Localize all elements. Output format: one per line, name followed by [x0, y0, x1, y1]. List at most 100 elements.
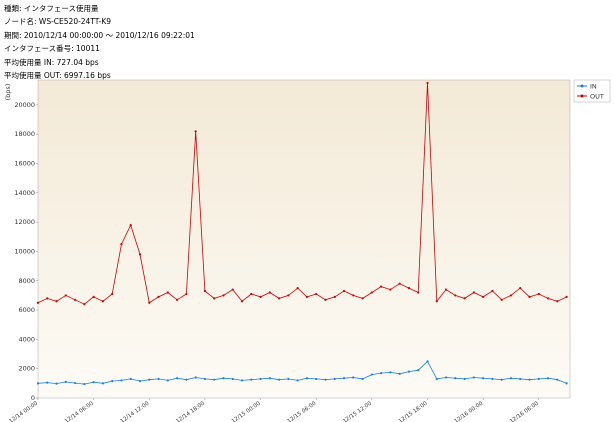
- legend-marker: [580, 84, 584, 88]
- y-axis-label: (bps): [4, 84, 12, 101]
- data-point: [157, 377, 160, 381]
- data-point: [148, 301, 151, 304]
- data-point: [231, 288, 234, 291]
- data-point: [213, 297, 216, 300]
- data-point: [46, 297, 49, 300]
- data-point: [92, 381, 95, 384]
- data-point: [500, 298, 503, 301]
- data-point: [259, 377, 262, 381]
- data-point: [101, 300, 105, 303]
- y-tick-label: 18000: [14, 130, 35, 138]
- data-point: [398, 372, 401, 375]
- x-tick-label: 12/16 06:00: [509, 400, 540, 422]
- data-point: [407, 370, 411, 373]
- data-point: [101, 382, 105, 385]
- data-point: [417, 369, 420, 372]
- data-point: [342, 289, 346, 293]
- data-point: [361, 297, 364, 300]
- data-point: [55, 300, 58, 303]
- y-tick-label: 8000: [18, 277, 35, 285]
- plot-area: [37, 79, 571, 399]
- data-point: [138, 253, 142, 256]
- data-point: [259, 295, 262, 298]
- legend-marker: [580, 94, 584, 98]
- data-point: [250, 292, 253, 296]
- header-line: インタフェース番号: 10011: [4, 44, 100, 53]
- data-point: [176, 377, 179, 380]
- data-point: [83, 303, 86, 306]
- data-point: [203, 289, 207, 293]
- x-tick-label: 12/15 12:00: [342, 400, 373, 422]
- data-point: [509, 294, 513, 297]
- data-point: [194, 376, 197, 379]
- data-point: [361, 377, 364, 381]
- header-line: 平均使用量 IN: 727.04 bps: [4, 58, 99, 67]
- data-point: [315, 292, 318, 296]
- data-point: [537, 377, 540, 381]
- data-point: [333, 377, 336, 381]
- data-point: [296, 286, 299, 290]
- x-tick-label: 12/15 18:00: [398, 400, 429, 422]
- data-point: [120, 243, 123, 246]
- data-point: [36, 382, 40, 385]
- y-tick-label: 2000: [18, 365, 35, 373]
- data-point: [55, 382, 58, 385]
- data-point: [556, 378, 559, 381]
- data-point: [176, 298, 179, 301]
- data-point: [83, 382, 86, 386]
- data-point: [287, 377, 290, 381]
- data-point: [426, 360, 429, 363]
- data-point: [166, 291, 169, 294]
- data-point: [185, 292, 188, 296]
- data-point: [435, 377, 438, 381]
- data-point: [157, 295, 160, 298]
- data-point: [472, 291, 475, 294]
- header-line: 種類: インタフェース使用量: [4, 4, 99, 13]
- data-point: [203, 377, 207, 381]
- data-point: [296, 379, 299, 382]
- data-point: [435, 300, 438, 303]
- data-point: [398, 282, 401, 285]
- data-point: [546, 297, 550, 300]
- data-point: [519, 377, 522, 381]
- x-tick-label: 12/16 00:00: [453, 400, 484, 422]
- y-tick-label: 20000: [14, 101, 35, 109]
- data-point: [509, 377, 513, 380]
- data-point: [324, 298, 327, 301]
- data-point: [278, 378, 281, 381]
- data-point: [417, 291, 420, 294]
- y-tick-label: 14000: [14, 189, 35, 197]
- data-point: [268, 377, 271, 380]
- data-point: [222, 377, 225, 380]
- data-point: [148, 378, 151, 381]
- data-point: [342, 377, 346, 380]
- data-point: [333, 295, 336, 298]
- data-point: [444, 376, 448, 379]
- data-point: [268, 291, 271, 294]
- data-point: [120, 379, 123, 382]
- series-line: [37, 82, 567, 305]
- data-point: [240, 300, 244, 303]
- data-point: [444, 288, 448, 291]
- data-point: [250, 378, 253, 381]
- x-tick-label: 12/14 06:00: [64, 400, 95, 422]
- data-point: [73, 381, 77, 385]
- data-point: [324, 378, 327, 381]
- data-point: [519, 286, 522, 290]
- data-point: [129, 223, 132, 227]
- data-point: [463, 297, 466, 300]
- y-tick-label: 12000: [14, 218, 35, 226]
- data-point: [389, 288, 392, 291]
- header-line: 期間: 2010/12/14 00:00:00 ～ 2010/12/16 09:…: [4, 31, 195, 40]
- data-point: [352, 294, 355, 297]
- data-point: [36, 301, 40, 304]
- data-point: [111, 380, 114, 383]
- data-point: [500, 378, 503, 381]
- x-tick-label: 12/15 06:00: [287, 400, 318, 422]
- data-point: [491, 289, 494, 293]
- data-point: [380, 371, 383, 375]
- data-point: [426, 81, 429, 85]
- data-point: [380, 285, 383, 288]
- data-point: [528, 295, 531, 298]
